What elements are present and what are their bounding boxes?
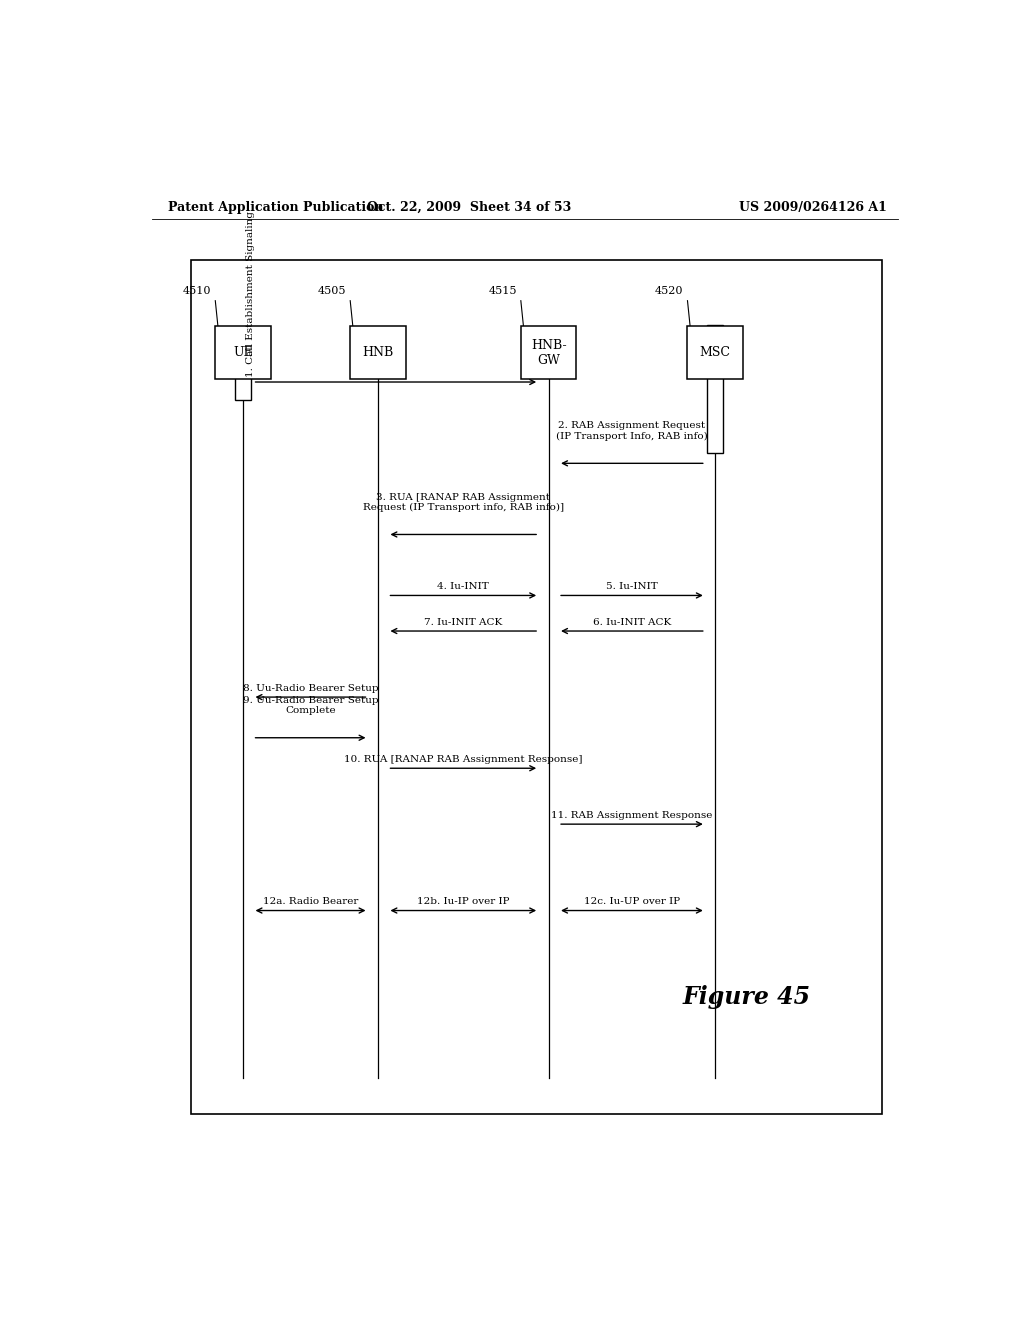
Text: Oct. 22, 2009  Sheet 34 of 53: Oct. 22, 2009 Sheet 34 of 53 — [368, 201, 571, 214]
Text: 11. RAB Assignment Response: 11. RAB Assignment Response — [551, 810, 713, 820]
Text: MSC: MSC — [699, 346, 731, 359]
Text: UE: UE — [233, 346, 253, 359]
Bar — [521, 326, 577, 379]
Text: 4510: 4510 — [183, 285, 211, 296]
Text: 4520: 4520 — [655, 285, 684, 296]
Text: 12a. Radio Bearer: 12a. Radio Bearer — [263, 898, 358, 907]
Text: 1. Call Establishment Signaling: 1. Call Establishment Signaling — [246, 211, 255, 378]
Text: 2. RAB Assignment Request
(IP Transport Info, RAB info): 2. RAB Assignment Request (IP Transport … — [556, 421, 708, 441]
Text: HNB: HNB — [362, 346, 393, 359]
Text: 4. Iu-INIT: 4. Iu-INIT — [437, 582, 489, 591]
Bar — [687, 326, 743, 379]
Text: 12c. Iu-UP over IP: 12c. Iu-UP over IP — [584, 898, 680, 907]
Text: 10. RUA [RANAP RAB Assignment Response]: 10. RUA [RANAP RAB Assignment Response] — [344, 755, 583, 764]
Text: HNB-
GW: HNB- GW — [530, 338, 566, 367]
Text: 7. Iu-INIT ACK: 7. Iu-INIT ACK — [424, 618, 503, 627]
Text: US 2009/0264126 A1: US 2009/0264126 A1 — [739, 201, 887, 214]
Bar — [708, 325, 723, 453]
Text: Figure 45: Figure 45 — [683, 985, 811, 1008]
Bar — [236, 367, 251, 400]
Text: 6. Iu-INIT ACK: 6. Iu-INIT ACK — [593, 618, 671, 627]
Text: 8. Uu-Radio Bearer Setup: 8. Uu-Radio Bearer Setup — [243, 684, 378, 693]
Text: 5. Iu-INIT: 5. Iu-INIT — [606, 582, 657, 591]
Bar — [350, 326, 406, 379]
Text: 12b. Iu-IP over IP: 12b. Iu-IP over IP — [417, 898, 510, 907]
Text: 4505: 4505 — [317, 285, 346, 296]
Text: 4515: 4515 — [488, 285, 517, 296]
Text: 9. Uu-Radio Bearer Setup
Complete: 9. Uu-Radio Bearer Setup Complete — [243, 696, 378, 715]
Text: Patent Application Publication: Patent Application Publication — [168, 201, 383, 214]
Text: 3. RUA [RANAP RAB Assignment
Request (IP Transport info, RAB info)]: 3. RUA [RANAP RAB Assignment Request (IP… — [362, 492, 564, 512]
Bar — [191, 260, 882, 1114]
Bar — [215, 326, 270, 379]
